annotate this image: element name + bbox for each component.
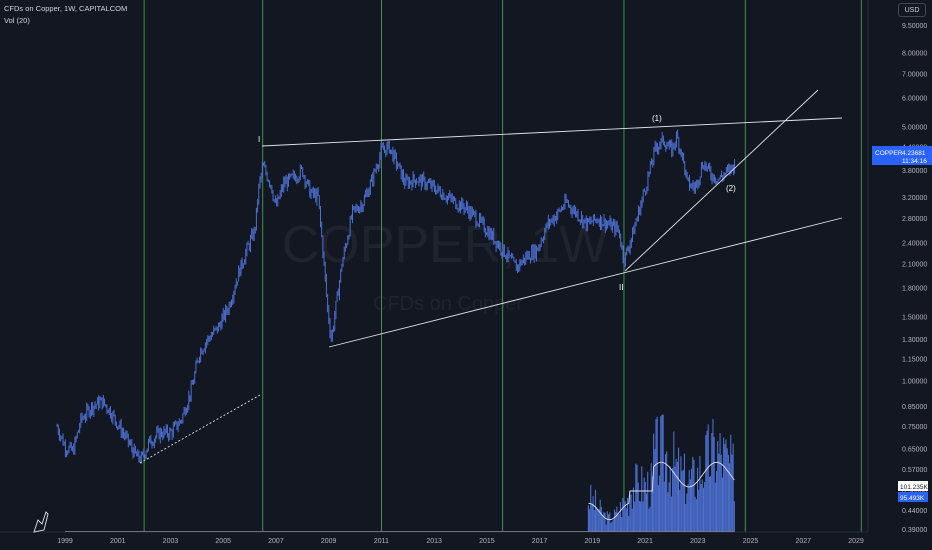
price-tick-1: 8.00000 (902, 50, 927, 57)
tradingview-logo-icon (33, 511, 49, 533)
support-trendline (624, 89, 819, 272)
wave-1-label: (1) (652, 114, 662, 123)
time-tick-0: 1999 (57, 538, 73, 545)
price-tick-16: 0.85000 (902, 404, 927, 411)
price-axis[interactable]: 9.500008.000007.000006.000005.000004.400… (902, 23, 927, 534)
price-tick-7: 3.20000 (902, 195, 927, 202)
time-tick-6: 2011 (374, 538, 389, 545)
price-tick-3: 6.00000 (902, 96, 927, 103)
wave-II-label: II (619, 283, 623, 292)
volume-ma-value: 101.235K (900, 484, 928, 491)
time-tick-2: 2003 (163, 538, 179, 545)
upper-channel-line (261, 117, 843, 147)
time-tick-11: 2021 (637, 538, 653, 545)
time-tick-1: 2001 (110, 538, 126, 545)
price-tick-17: 0.75000 (902, 424, 927, 431)
price-tick-21: 0.44000 (902, 508, 927, 515)
volume-bars (65, 414, 735, 532)
price-tick-4: 5.00000 (902, 125, 927, 132)
price-tick-6: 3.80000 (902, 168, 927, 175)
price-tick-8: 2.80000 (902, 216, 927, 223)
price-tick-20: 0.50000 (902, 488, 927, 495)
current-price-value: 4.23681 (902, 150, 926, 157)
price-tick-9: 2.40000 (902, 240, 927, 247)
lower-channel-line (328, 217, 843, 348)
time-tick-5: 2009 (321, 538, 337, 545)
volume-value: 95.493K (900, 495, 925, 502)
price-tick-13: 1.30000 (902, 337, 927, 344)
chart-legend-title[interactable]: CFDs on Copper, 1W, CAPITALCOM (4, 4, 128, 13)
time-tick-14: 2027 (795, 538, 811, 545)
watermark-description: CFDs on Copper (373, 293, 523, 315)
long-term-dashed-line (139, 394, 261, 464)
price-tick-18: 0.65000 (902, 446, 927, 453)
time-tick-3: 2005 (215, 538, 231, 545)
price-tick-11: 1.80000 (902, 286, 927, 293)
price-tick-15: 1.00000 (902, 379, 927, 386)
wave-2-label: (2) (726, 184, 736, 193)
price-tick-10: 2.10000 (902, 261, 927, 268)
wave-I-label: I (258, 135, 260, 144)
time-tick-7: 2013 (426, 538, 442, 545)
price-tick-12: 1.50000 (902, 315, 927, 322)
watermark-symbol: COPPER, 1W (282, 216, 609, 274)
current-price-badge: COPPER 4.23681 11:34:16 (872, 146, 932, 165)
price-series (56, 129, 736, 464)
time-tick-8: 2015 (479, 538, 495, 545)
price-tick-19: 0.57000 (902, 467, 927, 474)
price-tick-22: 0.39000 (902, 527, 927, 534)
time-tick-12: 2023 (690, 538, 706, 545)
time-tick-15: 2029 (848, 538, 864, 545)
currency-button[interactable]: USD (898, 3, 926, 17)
price-tick-14: 1.15000 (902, 356, 927, 363)
time-tick-13: 2025 (743, 538, 759, 545)
volume-ma-line (588, 461, 735, 521)
time-axis[interactable]: 1999 2001 2003 2005 2007 2009 2011 2013 2015 2017… (57, 538, 864, 545)
time-tick-9: 2017 (532, 538, 548, 545)
time-tick-10: 2019 (585, 538, 601, 545)
price-tick-2: 7.00000 (902, 71, 927, 78)
bar-countdown: 11:34:16 (902, 158, 927, 165)
volume-badges: 101.235K 95.493K (898, 481, 928, 502)
time-tick-4: 2007 (268, 538, 284, 545)
price-tick-0: 9.50000 (902, 23, 927, 30)
volume-legend[interactable]: Vol (20) (4, 16, 30, 25)
trendlines (139, 89, 843, 464)
symbol-label: COPPER (875, 150, 903, 157)
